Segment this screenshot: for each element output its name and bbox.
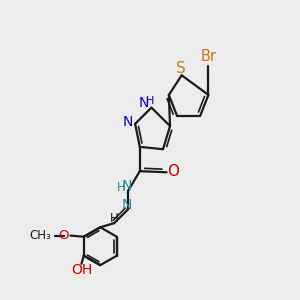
Text: OH: OH [71, 262, 92, 277]
Text: H: H [117, 181, 126, 194]
Text: N: N [122, 198, 132, 212]
Text: CH₃: CH₃ [29, 229, 51, 242]
Text: S: S [176, 61, 185, 76]
Text: H: H [110, 212, 118, 224]
Text: N: N [123, 115, 134, 129]
Text: O: O [167, 164, 179, 178]
Text: Br: Br [200, 49, 216, 64]
Text: N: N [122, 179, 132, 193]
Text: H: H [146, 96, 154, 106]
Text: O: O [58, 229, 69, 242]
Text: N: N [139, 97, 149, 110]
